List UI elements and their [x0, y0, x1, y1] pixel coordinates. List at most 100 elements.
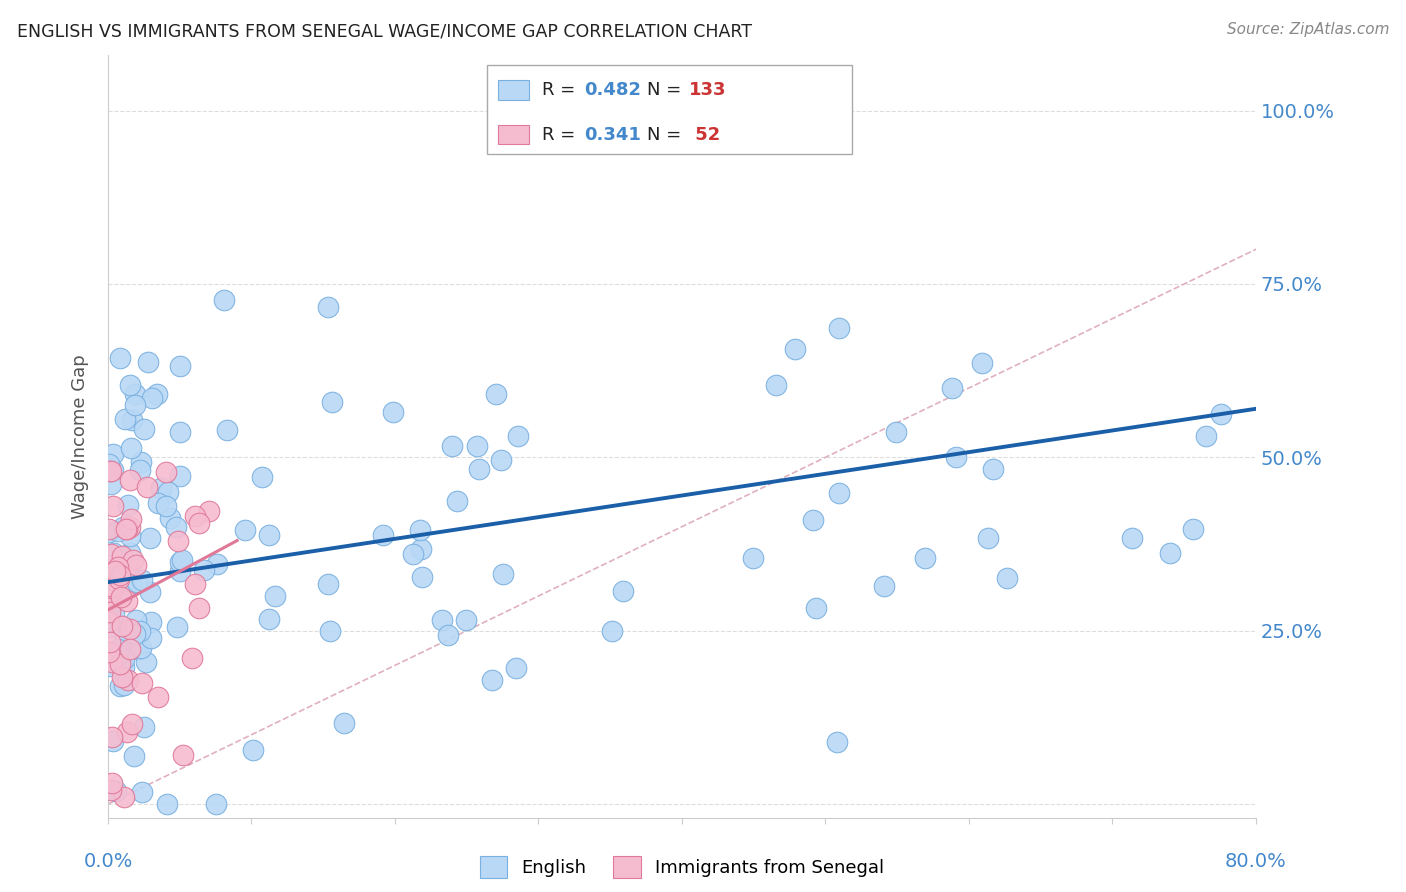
English — [145, 386, 167, 401]
English — [107, 648, 129, 663]
English — [118, 547, 141, 561]
English — [156, 797, 179, 811]
English — [169, 555, 191, 569]
English — [129, 455, 152, 469]
English — [169, 425, 191, 439]
English — [100, 477, 122, 491]
English — [157, 484, 180, 499]
Immigrants from Senegal — [111, 549, 134, 564]
English — [139, 631, 162, 645]
English — [446, 493, 468, 508]
English — [783, 342, 806, 356]
Immigrants from Senegal — [148, 690, 170, 704]
English — [105, 573, 128, 587]
Text: ENGLISH VS IMMIGRANTS FROM SENEGAL WAGE/INCOME GAP CORRELATION CHART: ENGLISH VS IMMIGRANTS FROM SENEGAL WAGE/… — [17, 22, 752, 40]
English — [120, 441, 142, 455]
English — [107, 524, 129, 539]
English — [101, 612, 124, 626]
English — [103, 647, 125, 661]
Immigrants from Senegal — [104, 564, 127, 578]
English — [132, 720, 155, 734]
English — [382, 405, 405, 419]
Text: R =: R = — [541, 81, 581, 99]
English — [408, 523, 430, 537]
English — [101, 447, 124, 461]
English — [124, 613, 146, 627]
English — [169, 468, 191, 483]
Immigrants from Senegal — [117, 673, 139, 688]
English — [481, 673, 503, 688]
English — [1159, 545, 1181, 559]
Immigrants from Senegal — [101, 581, 124, 595]
English — [765, 378, 787, 392]
Immigrants from Senegal — [184, 577, 207, 591]
English — [169, 359, 191, 373]
Immigrants from Senegal — [115, 522, 138, 536]
English — [98, 620, 121, 634]
English — [129, 463, 152, 477]
English — [233, 523, 256, 537]
English — [193, 563, 215, 577]
English — [945, 450, 967, 464]
English — [100, 659, 122, 673]
English — [114, 632, 136, 647]
English — [977, 531, 1000, 545]
English — [914, 551, 936, 566]
English — [436, 627, 458, 641]
English — [120, 577, 142, 591]
English — [825, 735, 848, 749]
Text: R =: R = — [541, 126, 581, 144]
English — [115, 582, 138, 596]
Text: 80.0%: 80.0% — [1225, 852, 1286, 871]
Immigrants from Senegal — [120, 641, 142, 656]
Immigrants from Senegal — [125, 558, 148, 573]
English — [100, 596, 122, 610]
English — [492, 567, 515, 582]
Immigrants from Senegal — [98, 645, 121, 659]
Legend: English, Immigrants from Senegal: English, Immigrants from Senegal — [472, 848, 891, 885]
English — [741, 550, 763, 565]
English — [131, 785, 153, 799]
English — [114, 412, 136, 426]
Immigrants from Senegal — [98, 464, 121, 478]
English — [941, 381, 963, 395]
English — [131, 574, 153, 588]
Text: 0.341: 0.341 — [583, 126, 641, 144]
Immigrants from Senegal — [98, 522, 121, 536]
English — [441, 439, 464, 453]
English — [981, 462, 1004, 476]
Immigrants from Senegal — [118, 519, 141, 533]
Immigrants from Senegal — [135, 480, 157, 494]
English — [170, 552, 193, 566]
English — [112, 652, 135, 666]
English — [319, 624, 342, 639]
English — [1211, 408, 1233, 422]
Text: 133: 133 — [689, 81, 727, 99]
English — [148, 496, 170, 510]
English — [321, 395, 343, 409]
English — [110, 680, 132, 694]
English — [1181, 522, 1204, 536]
English — [118, 529, 141, 543]
Immigrants from Senegal — [100, 579, 122, 593]
Immigrants from Senegal — [181, 650, 204, 665]
Immigrants from Senegal — [121, 552, 143, 566]
English — [506, 429, 529, 443]
English — [98, 525, 121, 540]
English — [884, 425, 907, 440]
Immigrants from Senegal — [98, 593, 121, 607]
English — [828, 486, 851, 500]
Text: N =: N = — [647, 126, 688, 144]
English — [110, 351, 132, 365]
Y-axis label: Wage/Income Gap: Wage/Income Gap — [72, 354, 89, 519]
Immigrants from Senegal — [197, 504, 219, 518]
English — [104, 784, 127, 798]
English — [411, 570, 433, 584]
Immigrants from Senegal — [100, 548, 122, 562]
Immigrants from Senegal — [188, 516, 211, 530]
Immigrants from Senegal — [98, 635, 121, 649]
English — [124, 386, 146, 401]
English — [135, 655, 157, 669]
Immigrants from Senegal — [107, 560, 129, 574]
English — [117, 498, 139, 512]
